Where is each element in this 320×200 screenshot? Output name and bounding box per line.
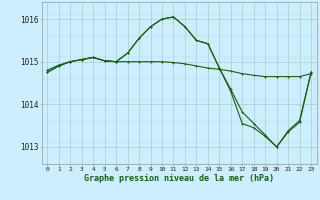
X-axis label: Graphe pression niveau de la mer (hPa): Graphe pression niveau de la mer (hPa) <box>84 174 274 183</box>
